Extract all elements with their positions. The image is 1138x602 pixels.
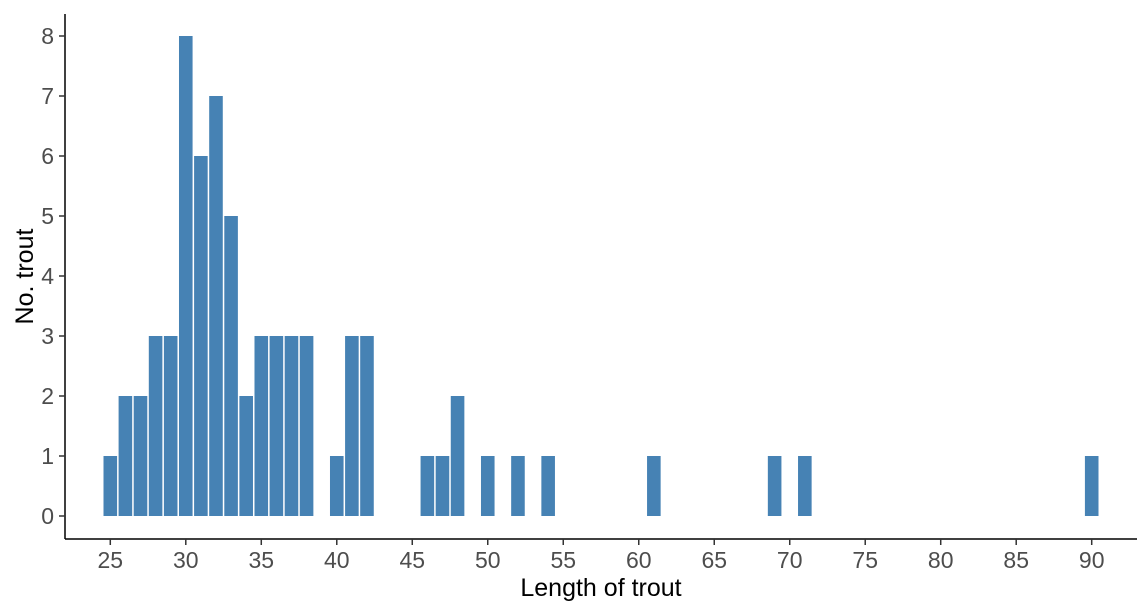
y-tick-label: 2 [41,383,54,409]
x-tick-label: 25 [97,547,123,573]
histogram-bar [103,456,118,516]
y-tick-label: 5 [41,203,54,229]
x-tick-label: 85 [1003,547,1029,573]
histogram-bar [511,456,525,516]
histogram-bar [420,456,435,516]
x-tick-label: 90 [1079,547,1105,573]
x-tick-label: 40 [324,547,350,573]
histogram-bar [541,456,555,516]
histogram-bar [178,36,193,516]
histogram-bar [133,396,148,516]
histogram-bar [224,216,238,516]
histogram-bar [148,336,163,516]
x-tick-label: 70 [777,547,803,573]
x-tick-label: 55 [550,547,576,573]
y-tick-label: 7 [41,83,54,109]
x-tick-label: 35 [248,547,274,573]
x-tick-label: 65 [701,547,727,573]
y-tick-label: 1 [41,443,54,469]
histogram-bar [269,336,284,516]
histogram-bar [480,456,495,516]
x-tick-label: 80 [928,547,954,573]
histogram-bar [254,336,269,516]
histogram-bar [329,456,344,516]
y-tick-label: 4 [41,263,54,289]
histogram-bar [118,396,133,516]
histogram-bar [299,336,314,516]
histogram-bar [1084,456,1099,516]
y-axis-ticks: 0 1 2 3 4 5 6 7 8 [41,23,65,529]
x-tick-label: 30 [173,547,199,573]
x-axis-title: Length of trout [520,574,681,602]
histogram-bar [284,336,299,516]
x-axis-ticks: 25 30 35 40 45 50 55 60 65 70 75 80 85 90 [97,539,1105,573]
histogram-bar [450,396,465,516]
histogram-bar [360,336,374,516]
y-tick-label: 3 [41,323,54,349]
x-tick-label: 75 [852,547,878,573]
histogram-bar [209,96,223,516]
histogram-bar [435,456,450,516]
histogram-bar [239,396,253,516]
x-tick-label: 45 [399,547,425,573]
histogram-bar [767,456,782,516]
histogram-bar [163,336,178,516]
y-tick-label: 0 [41,503,54,529]
y-tick-label: 6 [41,143,54,169]
y-axis-title: No. trout [11,229,39,325]
histogram-bar [345,336,359,516]
bars-layer [103,36,1099,516]
histogram-bar [194,156,208,516]
y-tick-label: 8 [41,23,54,49]
x-tick-label: 60 [626,547,652,573]
histogram-bar [798,456,812,516]
x-tick-label: 50 [475,547,501,573]
histogram-bar [647,456,661,516]
